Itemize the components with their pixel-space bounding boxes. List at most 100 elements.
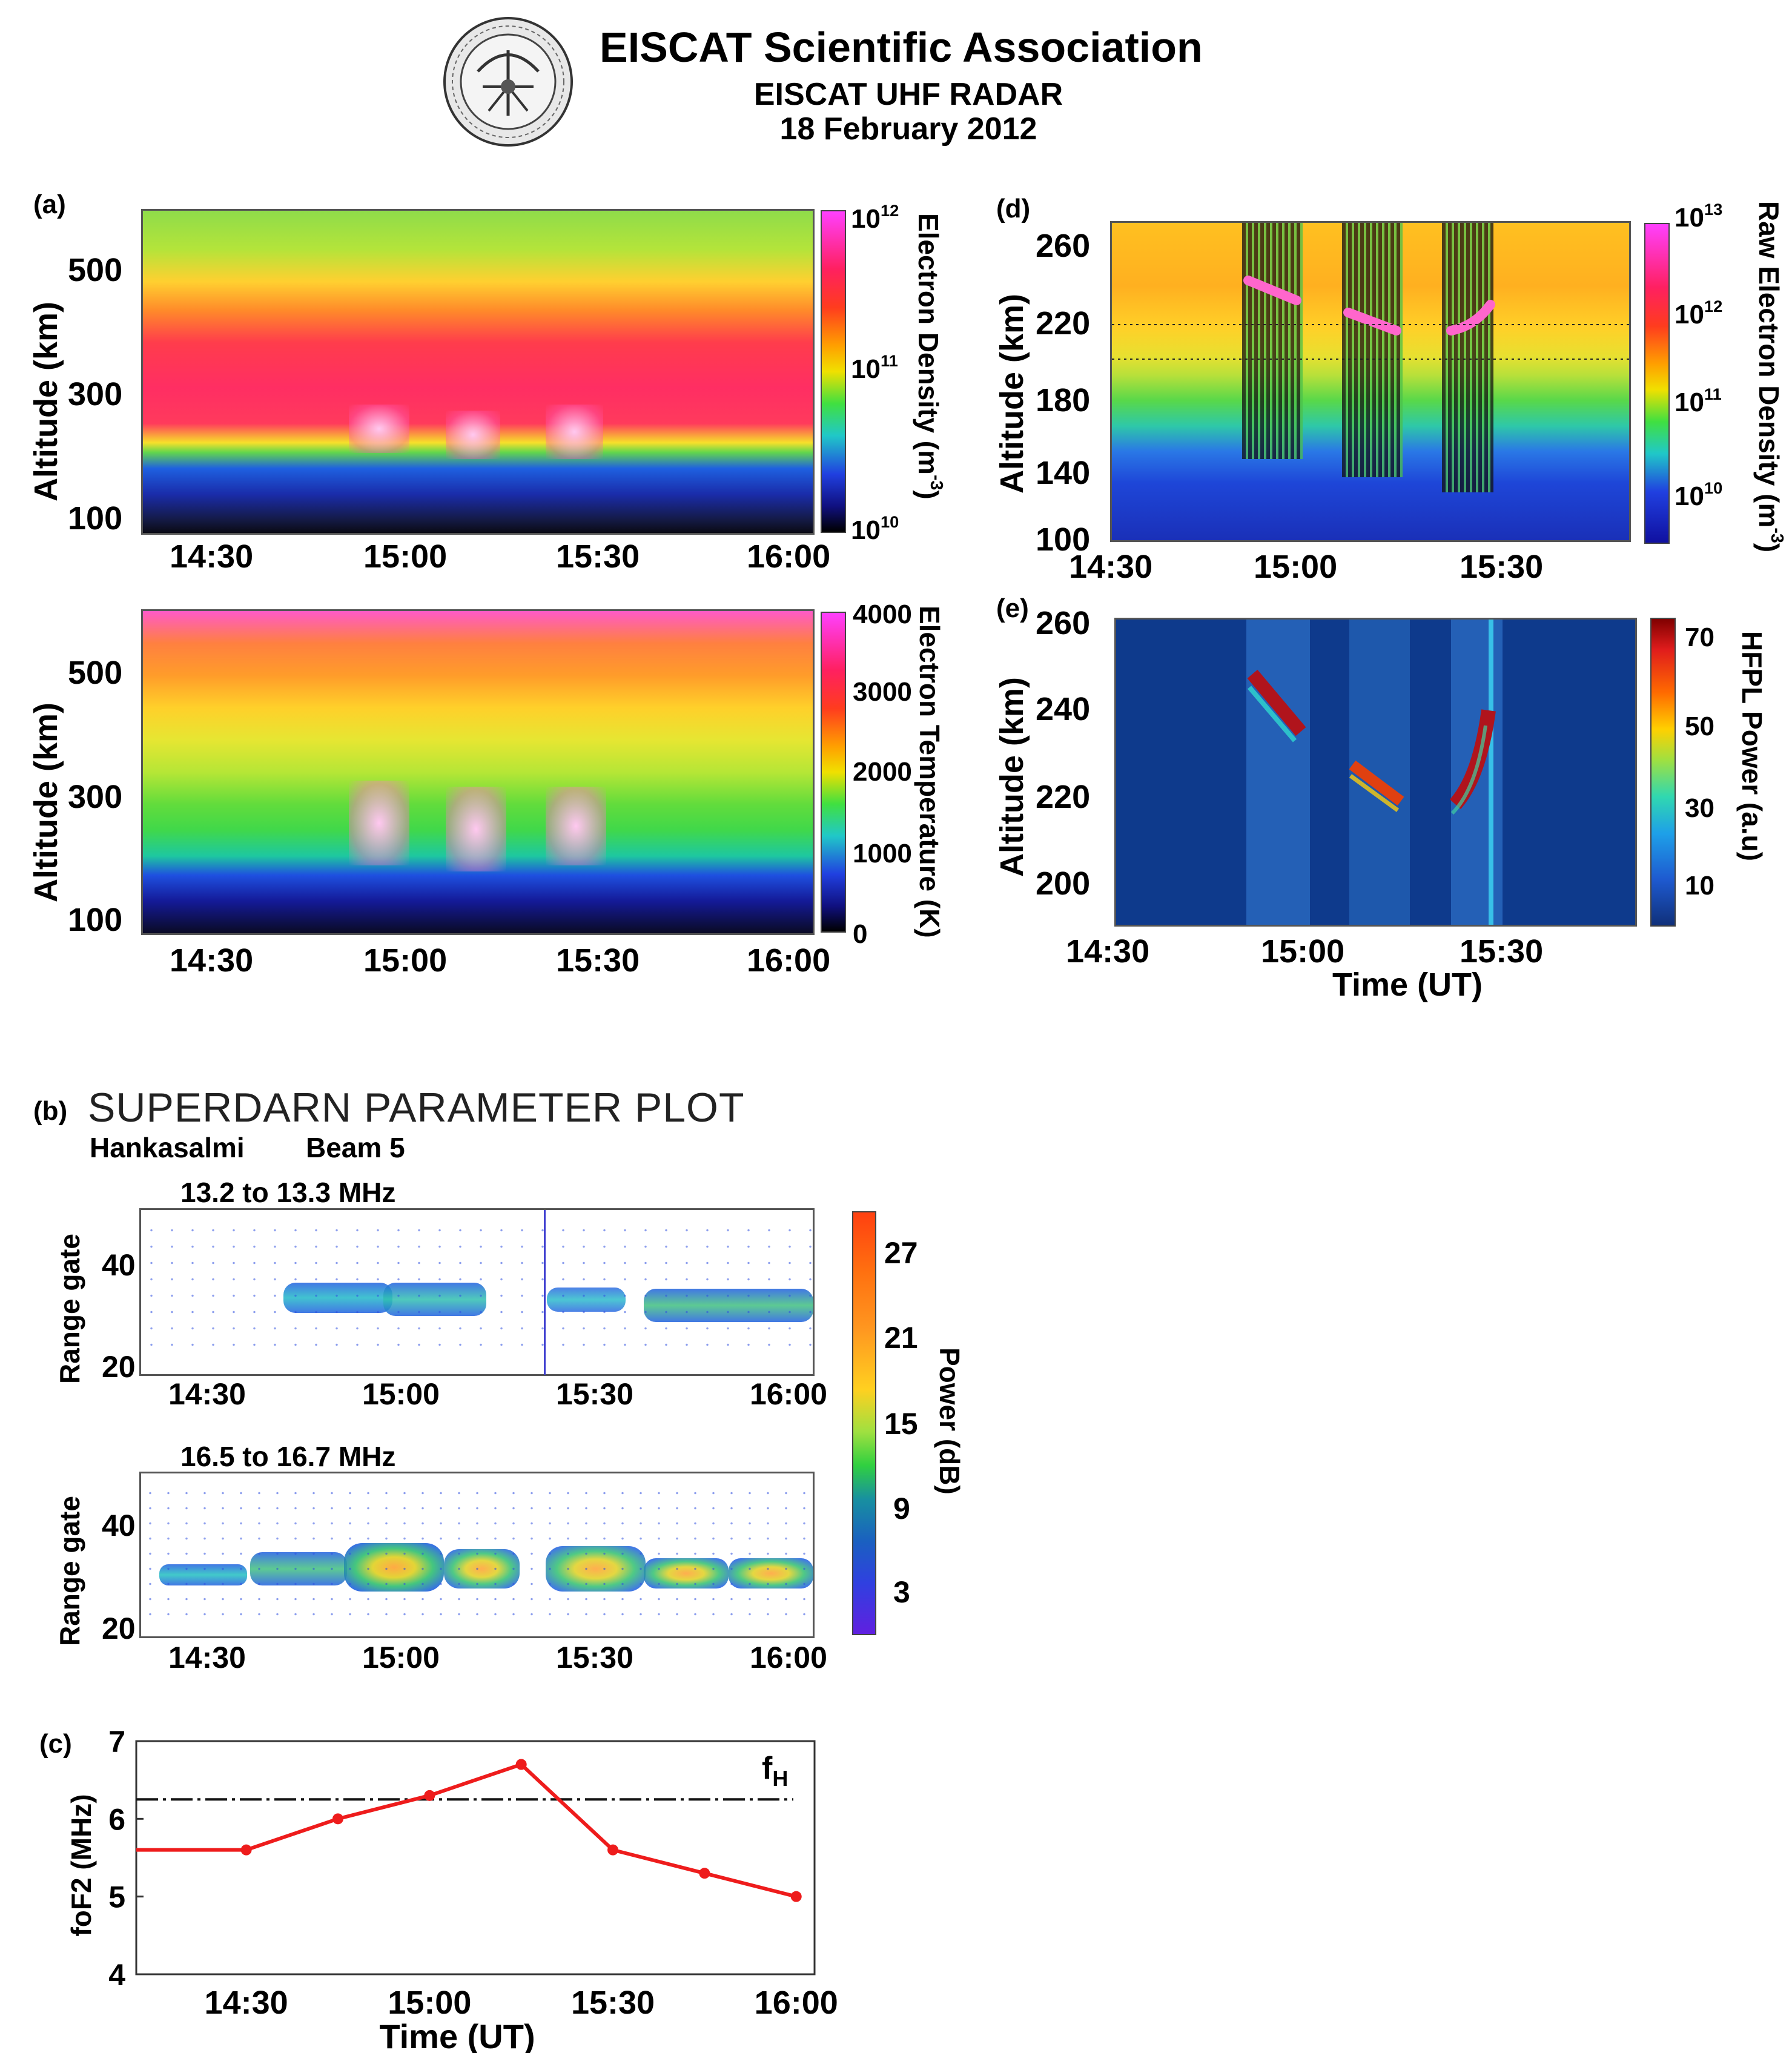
panel-b-cbtick: 9 bbox=[893, 1492, 910, 1526]
panel-c-ylabel: foF2 (MHz) bbox=[65, 1794, 97, 1936]
panel-e-ytick: 200 bbox=[1036, 865, 1091, 902]
panel-a-density-colorbar bbox=[821, 210, 846, 533]
panel-c-xtick: 15:30 bbox=[571, 1985, 655, 2021]
panel-b-bottom-ytick: 20 bbox=[102, 1612, 136, 1645]
panel-a-bottom-ytick: 500 bbox=[68, 655, 123, 691]
header-subtitle: EISCAT UHF RADAR bbox=[753, 77, 1063, 112]
panel-e-xlabel: Time (UT) bbox=[1332, 967, 1483, 1003]
panel-d-ytick: 100 bbox=[1036, 521, 1091, 558]
panel-a-bottom-xtick: 16:00 bbox=[747, 942, 831, 979]
panel-b-label: (b) bbox=[33, 1096, 68, 1126]
panel-a-density-patch bbox=[546, 405, 603, 459]
panel-b-top-frequency: 13.2 to 13.3 MHz bbox=[180, 1177, 396, 1208]
panel-d-ytick: 140 bbox=[1036, 455, 1091, 491]
panel-b-top-xtick: 14:30 bbox=[168, 1377, 246, 1411]
panel-e-ytick: 260 bbox=[1036, 605, 1091, 641]
panel-e-xtick: 14:30 bbox=[1066, 933, 1150, 970]
panel-e-hfpl-plot bbox=[1114, 618, 1637, 927]
panel-c-fof2-line bbox=[136, 1762, 797, 1899]
panel-c-data-point bbox=[607, 1844, 619, 1856]
panel-a-label: (a) bbox=[33, 190, 66, 219]
panel-a-temperature-colorbar bbox=[821, 612, 846, 933]
panel-d-cbtick: 1012 bbox=[1675, 297, 1723, 330]
panel-b-bottom-ylabel: Range gate bbox=[54, 1496, 85, 1646]
panel-a-top-xtick: 15:00 bbox=[363, 538, 448, 575]
panel-c-label: (c) bbox=[39, 1729, 72, 1759]
panel-b-beam: Beam 5 bbox=[306, 1132, 405, 1163]
panel-d-ytick: 220 bbox=[1036, 305, 1091, 342]
panel-d-ylabel: Altitude (km) bbox=[994, 294, 1030, 494]
panel-a-top-xtick: 16:00 bbox=[747, 538, 831, 575]
panel-b-bottom-xtick: 16:00 bbox=[750, 1641, 827, 1674]
panel-d-xtick: 15:00 bbox=[1254, 549, 1338, 585]
panel-b-top-xtick: 15:30 bbox=[556, 1377, 633, 1411]
panel-d-data-gap bbox=[1242, 223, 1303, 459]
panel-b-bottom-frequency: 16.5 to 16.7 MHz bbox=[180, 1441, 396, 1472]
panel-d-cbtick: 1010 bbox=[1675, 478, 1723, 512]
panel-d-hfpl-traces bbox=[1112, 276, 1633, 360]
panel-b-cbtick: 15 bbox=[884, 1407, 918, 1441]
panel-b-bottom-xtick: 15:00 bbox=[362, 1641, 440, 1674]
panel-b-station: Hankasalmi bbox=[90, 1132, 245, 1163]
panel-d-label: (d) bbox=[996, 194, 1031, 223]
panel-d-cbtick: 1013 bbox=[1675, 200, 1723, 233]
panel-c-xtick: 15:00 bbox=[388, 1985, 471, 2021]
panel-a-temperature-cbtick: 2000 bbox=[853, 757, 912, 787]
panel-d-ytick: 180 bbox=[1036, 382, 1091, 418]
panel-d-data-gap bbox=[1442, 223, 1493, 492]
panel-c-data-point bbox=[424, 1790, 435, 1801]
panel-b-top-marker-line bbox=[544, 1210, 546, 1375]
panel-b-bottom-noise bbox=[141, 1486, 813, 1619]
panel-e-label: (e) bbox=[996, 593, 1029, 623]
panel-e-ylabel: Altitude (km) bbox=[994, 677, 1030, 877]
panel-a-top-ytick: 300 bbox=[68, 376, 123, 412]
panel-b-bottom-ytick: 40 bbox=[102, 1509, 136, 1542]
panel-a-density-patch bbox=[446, 411, 500, 459]
panel-a-bottom-xtick: 15:30 bbox=[556, 942, 640, 979]
panel-b-bottom-plot bbox=[139, 1472, 815, 1638]
panel-a-temperature-patch bbox=[349, 781, 409, 865]
panel-a-bottom-xtick: 15:00 bbox=[363, 942, 448, 979]
panel-a-density-cbtick: 1011 bbox=[851, 351, 898, 385]
panel-d-xtick: 14:30 bbox=[1069, 549, 1153, 585]
panel-a-temperature-cbtick: 4000 bbox=[853, 600, 912, 629]
header-title: EISCAT Scientific Association bbox=[600, 24, 1203, 71]
panel-c-data-point bbox=[240, 1844, 252, 1856]
panel-a-temperature-colorbar-title: Electron Temperature (K) bbox=[914, 606, 945, 938]
panel-c-ytick: 6 bbox=[108, 1802, 125, 1836]
panel-d-cbtick: 1011 bbox=[1675, 385, 1722, 418]
panel-b-top-ytick: 40 bbox=[102, 1248, 136, 1282]
panel-e-hfpl-traces bbox=[1247, 669, 1496, 815]
panel-a-top-ytick: 500 bbox=[68, 252, 123, 288]
panel-b-top-xtick: 15:00 bbox=[362, 1377, 440, 1411]
panel-a-bottom-ylabel: Altitude (km) bbox=[28, 703, 64, 902]
panel-b-bottom-xtick: 15:30 bbox=[556, 1641, 633, 1674]
panel-b-top-ylabel: Range gate bbox=[54, 1234, 85, 1384]
panel-b-top-xtick: 16:00 bbox=[750, 1377, 827, 1411]
panel-a-bottom-ytick: 300 bbox=[68, 779, 123, 815]
panel-b-top-plot bbox=[139, 1208, 815, 1376]
panel-a-top-xtick: 15:30 bbox=[556, 538, 640, 575]
panel-a-density-colorbar-title: Electron Density (m-3) bbox=[913, 213, 946, 500]
panel-a-top-xtick: 14:30 bbox=[170, 538, 254, 575]
header-date: 18 February 2012 bbox=[779, 111, 1037, 147]
panel-e-cbtick: 10 bbox=[1685, 871, 1714, 901]
panel-c-xtick: 14:30 bbox=[205, 1985, 288, 2021]
panel-c-data-point bbox=[790, 1891, 802, 1902]
panel-a-top-ylabel: Altitude (km) bbox=[28, 302, 64, 501]
panel-a-density-plot bbox=[141, 209, 815, 535]
panel-b-top-noise bbox=[141, 1222, 813, 1355]
panel-c-ytick: 7 bbox=[108, 1725, 125, 1759]
panel-c-data-point bbox=[332, 1813, 343, 1825]
panel-e-cbtick: 50 bbox=[1685, 712, 1714, 741]
panel-a-density-cbtick: 1010 bbox=[851, 512, 899, 546]
panel-a-density-cbtick: 1012 bbox=[851, 201, 899, 234]
panel-c-data-point bbox=[515, 1759, 527, 1770]
panel-b-cbtick: 21 bbox=[884, 1321, 918, 1355]
header: EISCAT Scientific Association EISCAT UHF… bbox=[436, 11, 1344, 150]
panel-a-temperature-cbtick: 3000 bbox=[853, 677, 912, 707]
panel-c-xtick: 16:00 bbox=[755, 1985, 838, 2021]
panel-b-cbtick: 3 bbox=[893, 1575, 910, 1609]
panel-b-top-ytick: 20 bbox=[102, 1350, 136, 1384]
panel-a-top-ytick: 100 bbox=[68, 500, 123, 537]
